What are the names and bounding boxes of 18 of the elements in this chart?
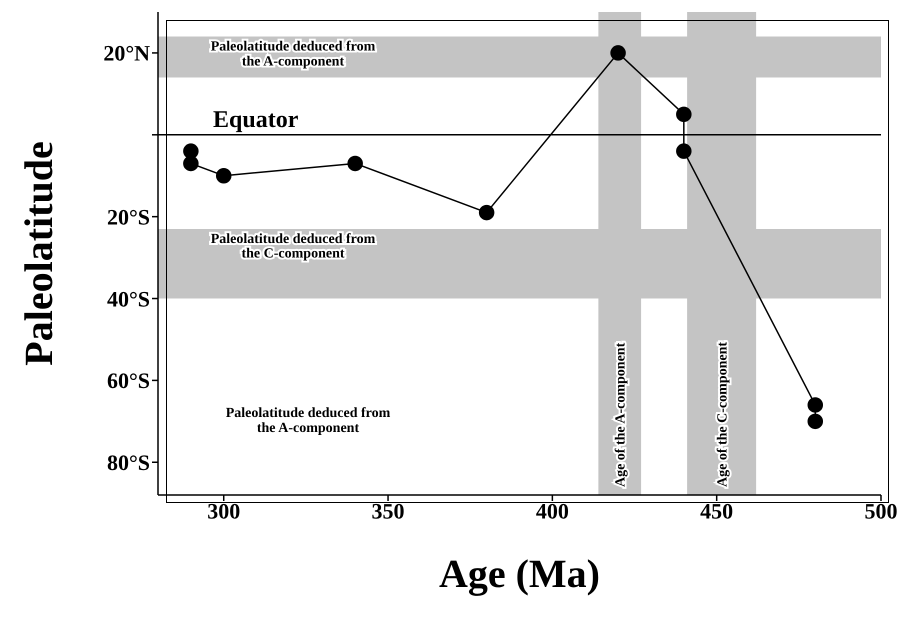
annotation: Paleolatitude deduced from the A-component [224,406,392,437]
ref-line-label: Equator [213,106,299,133]
band-label: Paleolatitude deduced from the A-component [210,40,376,70]
y-tick-label: 20°N [103,40,150,66]
x-tick-label: 350 [372,498,405,524]
y-tick-label: 60°S [106,368,150,394]
band-label: Paleolatitude deduced from the C-component [210,232,376,262]
y-axis-title: Paleolatitude [16,141,62,366]
x-tick-label: 300 [207,498,240,524]
y-tick-label: 40°S [106,286,150,312]
y-tick-label: 80°S [106,450,150,476]
y-tick-label: 20°S [106,204,150,230]
x-axis-title: Age (Ma) [438,551,600,596]
band-label: Age of the C-component [716,342,731,487]
x-tick-label: 400 [536,498,569,524]
band-label: Age of the A-component [614,342,629,487]
x-tick-label: 500 [864,498,898,524]
x-tick-label: 450 [700,498,734,524]
